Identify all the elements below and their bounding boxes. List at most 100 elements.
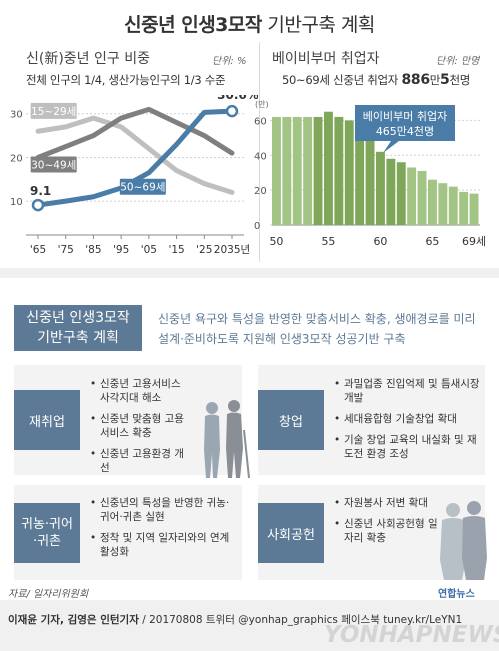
right-sub-pre: 50~69세 신중년 취업자 [282,73,402,87]
line-annotation-end: 30.6% [217,95,258,102]
line-x-tick: '75 [58,244,74,256]
list-item: 신중년 고용서비스 사각지대 해소 [90,377,190,405]
watermark: YONHAPNEWS [324,622,499,648]
left-chart-subtitle: 전체 인구의 1/4, 생산가능인구의 1/3 수준 [26,73,226,87]
section-divider-band [0,268,499,278]
bar [407,167,417,225]
plan-title-box: 신중년 인생3모작 기반구축 계획 [14,305,142,351]
bar [292,116,302,225]
tag-reemployment: 재취업 [14,390,80,450]
bar [417,170,427,225]
bar [386,158,396,225]
line-chart: 10 20 30 '65 '75 '85 '95 '05 '15 '25 2035년 9.1 30.6%… [10,95,258,256]
line-x-tick: '95 [113,244,129,256]
series-label-box [30,102,77,119]
right-sub-mid: 만 [429,73,441,87]
line-chart-grid [26,113,244,239]
right-chart-heading: 베이비부머 취업자 [272,51,380,67]
plan-description: 신중년 욕구와 특성을 반영한 맞춤서비스 확충, 생애경로를 미리 설계·준비… [158,312,476,346]
line-chart-labels: 10 20 30 '65 '75 '85 '95 '05 '15 '25 2035년 9.1 30.6%… [10,95,258,256]
bar [313,116,323,225]
legend-entry: 15~29세 [31,106,76,118]
series-label-box [119,178,166,195]
bar-x-tick: 50 [269,235,283,248]
line-x-tick: 2035년 [214,244,250,256]
bar-x-tick: 65 [425,235,439,248]
line-annotation-start: 9.1 [30,184,51,198]
elderly-couple-walking-icon [204,400,250,479]
title-rest: 기반구축 계획 [261,14,375,36]
bar [438,183,448,225]
bar-chart-bars [272,111,479,225]
bar-y-tick: 60 [254,116,267,127]
source-note: 자료/ 일자리위원회 [8,589,89,600]
bar [396,162,406,225]
bar-callout-line1: 베이비부머 취업자 [363,110,447,123]
bar-x-tick: 69세 [462,235,486,248]
series-label-box [30,156,77,173]
series-line [35,115,235,195]
legend-entry: 50~69세 [120,182,165,194]
bar [272,116,281,225]
bar-x-tick: 55 [321,235,335,248]
legend-entry: 30~49세 [31,160,76,172]
bar-callout-pointer [383,141,399,153]
bar [303,116,313,225]
bar-y-tick: 0 [254,221,260,232]
right-sub-num2: 5 [440,72,450,88]
bar [469,193,479,225]
bar [334,116,344,225]
list-item: 신중년의 특성을 반영한 귀농·귀어·귀촌 실현 [90,496,238,524]
line-y-tick: 10 [10,197,23,208]
list-item: 신중년 사회공헌형 일자리 확충 [334,517,446,545]
line-x-tick: '85 [85,244,101,256]
bar [324,111,333,225]
line-point-start [31,198,45,212]
series-line [35,106,235,160]
credit-details: / 20170808 트위터 @yonhap_graphics 페이스북 tun… [138,614,463,626]
bar [428,179,437,225]
list-item: 자원봉사 저변 확대 [334,496,446,510]
line-x-tick: '25 [196,244,212,256]
bar-y-tick: 40 [254,151,267,162]
line-x-tick: '05 [141,244,157,256]
list-item: 신중년 고용환경 개선 [90,447,190,475]
right-sub-post: 천명 [449,73,471,87]
list-item: 과밀업종 진입억제 및 틈새시장 개발 [334,377,482,405]
chart-divider [259,42,260,262]
footer-bar [0,600,499,651]
list-return-farming: 신중년의 특성을 반영한 귀농·귀어·귀촌 실현 정착 및 지역 일자리와의 연… [90,496,238,566]
right-sub-num: 886 [401,72,430,88]
left-chart-heading: 신(新)중년 인구 비중 [26,51,150,67]
tag-return-farming: 귀농·귀어·귀촌 [14,503,80,563]
line-y-tick: 20 [10,153,23,164]
bar [459,191,469,225]
credit-reporters: 이재윤 기자, 김영은 인턴기자 [8,614,139,626]
line-x-tick: '15 [168,244,184,256]
list-item: 신중년 맞춤형 고용서비스 확충 [90,412,190,440]
bar [448,186,458,225]
bar [365,137,375,225]
bar-callout-box [355,105,455,141]
line-point-end [225,104,239,118]
tag-social-contribution: 사회공헌 [258,503,324,563]
right-chart-unit: 단위: 만명 [436,56,480,67]
bar-x-tick: 60 [373,235,387,248]
plan-title-line1: 신중년 인생3모작 [26,310,130,326]
line-y-tick: 30 [10,110,23,121]
right-chart-subtitle: 50~69세 신중년 취업자 886만5천명 [282,72,470,88]
list-item: 기술 창업 교육의 내실화 및 재도전 환경 조성 [334,433,482,461]
bar-callout-line2: 465만4천명 [376,124,434,138]
bar [344,120,354,225]
left-chart-unit: 단위: % [212,56,247,67]
title-bold: 신중년 인생3모작 [124,14,262,36]
plan-title-line2: 기반구축 계획 [37,330,119,346]
bar [355,123,365,225]
bar [282,116,292,225]
list-social-contribution: 자원봉사 저변 확대 신중년 사회공헌형 일자리 확충 [334,496,446,552]
list-item: 세대융합형 기술창업 확대 [334,412,482,426]
list-item: 정착 및 지역 일자리와의 연계 활성화 [90,531,238,559]
yonhap-logo: 연합뉴스 [438,589,475,600]
